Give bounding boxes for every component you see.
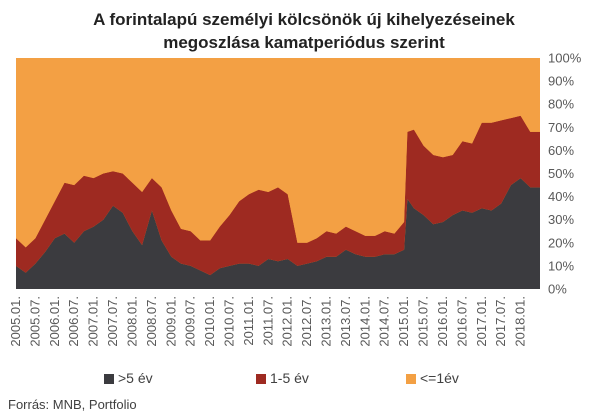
legend-label-2: <=1év: [420, 370, 459, 386]
legend-swatch-0: [104, 374, 114, 384]
x-tick-label: 2006.01.: [47, 296, 62, 347]
y-tick-label: 10%: [548, 258, 574, 273]
y-tick-label: 80%: [548, 97, 574, 112]
series-layer: [16, 58, 540, 289]
x-tick-label: 2011.01.: [241, 296, 256, 346]
series-area-0: [16, 178, 540, 289]
x-tick-label: 2017.01.: [474, 296, 489, 347]
x-tick-label: 2005.07.: [27, 296, 42, 347]
y-tick-label: 70%: [548, 120, 574, 135]
legend-swatch-2: [406, 374, 416, 384]
x-tick-label: 2010.01.: [202, 296, 217, 347]
x-tick-label: 2008.07.: [144, 296, 159, 347]
x-tick-label: 2005.01.: [8, 296, 23, 347]
y-tick-label: 100%: [548, 51, 582, 66]
x-tick-label: 2008.01.: [124, 296, 139, 347]
legend-label-0: >5 év: [118, 370, 153, 386]
y-axis: 0% 10% 20% 30% 40% 50% 60% 70% 80% 90% 100%: [548, 51, 582, 297]
x-tick-label: 2014.01.: [357, 296, 372, 347]
y-tick-label: 90%: [548, 74, 574, 89]
series-area-1: [16, 115, 540, 276]
x-tick-label: 2014.07.: [377, 296, 392, 347]
x-tick-label: 2013.07.: [338, 296, 353, 347]
x-tick-label: 2009.01.: [163, 296, 178, 347]
series-area-2: [16, 58, 540, 248]
x-tick-label: 2009.07.: [183, 296, 198, 347]
x-tick-label: 2018.01.: [513, 296, 528, 347]
x-tick-label: 2007.01.: [86, 296, 101, 347]
x-tick-label: 2017.07.: [493, 296, 508, 347]
chart-title-line-1: A forintalapú személyi kölcsönök új kihe…: [93, 10, 515, 29]
x-tick-label: 2011.07.: [260, 296, 275, 346]
legend: >5 év 1-5 év <=1év: [104, 370, 459, 386]
x-tick-label: 2015.07.: [416, 296, 431, 347]
y-tick-label: 30%: [548, 212, 574, 227]
source-note: Forrás: MNB, Portfolio: [8, 397, 137, 412]
y-tick-label: 60%: [548, 143, 574, 158]
x-tick-label: 2013.01.: [319, 296, 334, 347]
x-tick-label: 2007.07.: [105, 296, 120, 347]
y-tick-label: 50%: [548, 166, 574, 181]
plot-area: [16, 58, 540, 289]
chart-title-line-2: megoszlása kamatperiódus szerint: [163, 33, 445, 52]
x-tick-label: 2010.07.: [221, 296, 236, 347]
x-tick-label: 2006.07.: [66, 296, 81, 347]
x-tick-label: 2016.07.: [454, 296, 469, 347]
legend-label-1: 1-5 év: [270, 370, 309, 386]
x-tick-label: 2015.01.: [396, 296, 411, 347]
y-tick-label: 20%: [548, 235, 574, 250]
legend-swatch-1: [256, 374, 266, 384]
y-tick-label: 40%: [548, 189, 574, 204]
x-tick-label: 2012.01.: [280, 296, 295, 347]
y-tick-label: 0%: [548, 282, 567, 297]
x-axis: 2005.01. 2005.07. 2006.01. 2006.07. 2007.01.…: [8, 296, 528, 347]
x-tick-label: 2016.01.: [435, 296, 450, 347]
x-tick-label: 2012.07.: [299, 296, 314, 347]
